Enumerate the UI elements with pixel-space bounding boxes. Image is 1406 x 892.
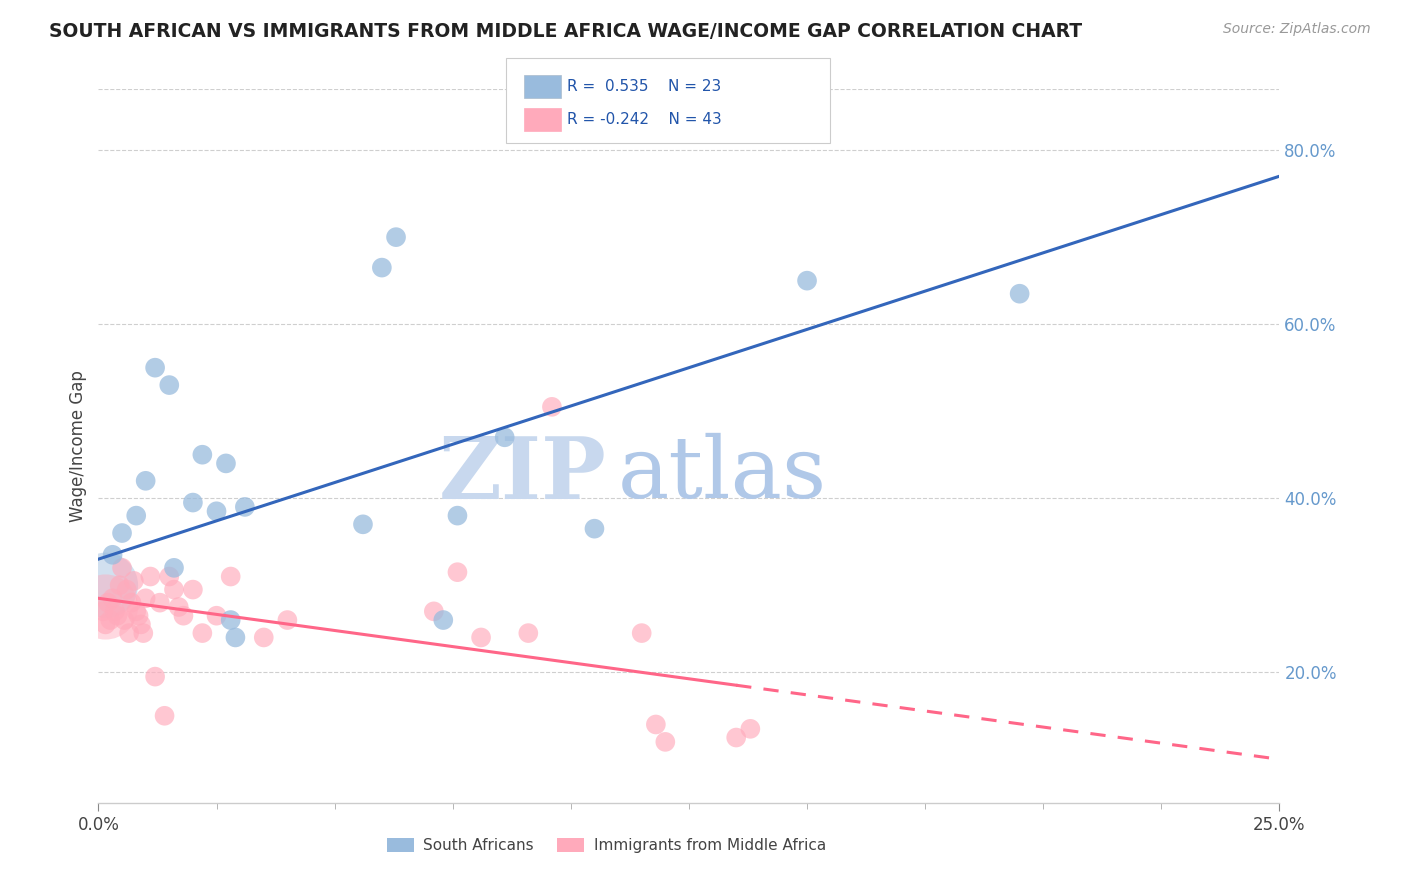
Point	[385, 230, 408, 244]
Point	[118, 626, 141, 640]
Point	[205, 504, 228, 518]
Point	[132, 626, 155, 640]
Point	[541, 400, 564, 414]
Point	[215, 457, 238, 471]
Text: Source: ZipAtlas.com: Source: ZipAtlas.com	[1223, 22, 1371, 37]
Point	[219, 613, 242, 627]
Point	[446, 565, 468, 579]
Y-axis label: Wage/Income Gap: Wage/Income Gap	[69, 370, 87, 522]
Point	[139, 569, 162, 583]
Legend: South Africans, Immigrants from Middle Africa: South Africans, Immigrants from Middle A…	[381, 832, 832, 859]
Point	[157, 378, 180, 392]
Point	[135, 591, 157, 606]
Point	[111, 526, 134, 541]
Point	[112, 613, 135, 627]
Point	[157, 569, 180, 583]
Point	[121, 596, 143, 610]
Point	[233, 500, 256, 514]
Point	[101, 548, 124, 562]
Point	[191, 448, 214, 462]
Point	[143, 670, 166, 684]
Point	[740, 722, 762, 736]
Point	[276, 613, 298, 627]
Point	[583, 522, 606, 536]
Text: R =  0.535    N = 23: R = 0.535 N = 23	[567, 79, 721, 94]
Point	[105, 608, 128, 623]
Point	[125, 508, 148, 523]
Point	[94, 578, 117, 592]
Point	[494, 430, 516, 444]
Point	[181, 495, 204, 509]
Point	[654, 735, 676, 749]
Point	[172, 608, 194, 623]
Point	[104, 604, 127, 618]
Point	[122, 574, 145, 588]
Point	[111, 561, 134, 575]
Point	[163, 561, 186, 575]
Point	[181, 582, 204, 597]
Text: atlas: atlas	[619, 433, 827, 516]
Point	[725, 731, 748, 745]
Point	[167, 599, 190, 614]
Point	[224, 631, 246, 645]
Point	[163, 582, 186, 597]
Point	[94, 599, 117, 614]
Point	[423, 604, 446, 618]
Text: R = -0.242    N = 43: R = -0.242 N = 43	[567, 112, 721, 127]
Point	[128, 608, 150, 623]
Point	[149, 596, 172, 610]
Point	[94, 617, 117, 632]
Point	[352, 517, 374, 532]
Text: SOUTH AFRICAN VS IMMIGRANTS FROM MIDDLE AFRICA WAGE/INCOME GAP CORRELATION CHART: SOUTH AFRICAN VS IMMIGRANTS FROM MIDDLE …	[49, 22, 1083, 41]
Point	[796, 274, 818, 288]
Point	[1008, 286, 1031, 301]
Point	[630, 626, 652, 640]
Point	[125, 604, 148, 618]
Point	[517, 626, 540, 640]
Point	[129, 617, 152, 632]
Point	[115, 582, 138, 597]
Point	[644, 717, 666, 731]
Point	[97, 596, 120, 610]
Point	[135, 474, 157, 488]
Point	[108, 578, 131, 592]
Point	[153, 708, 176, 723]
Point	[219, 569, 242, 583]
Point	[191, 626, 214, 640]
Point	[371, 260, 394, 275]
Point	[101, 591, 124, 606]
Point	[143, 360, 166, 375]
Point	[470, 631, 492, 645]
Point	[91, 604, 114, 618]
Point	[205, 608, 228, 623]
Text: ZIP: ZIP	[439, 433, 606, 516]
Point	[98, 613, 121, 627]
Point	[253, 631, 276, 645]
Point	[432, 613, 454, 627]
Point	[446, 508, 468, 523]
